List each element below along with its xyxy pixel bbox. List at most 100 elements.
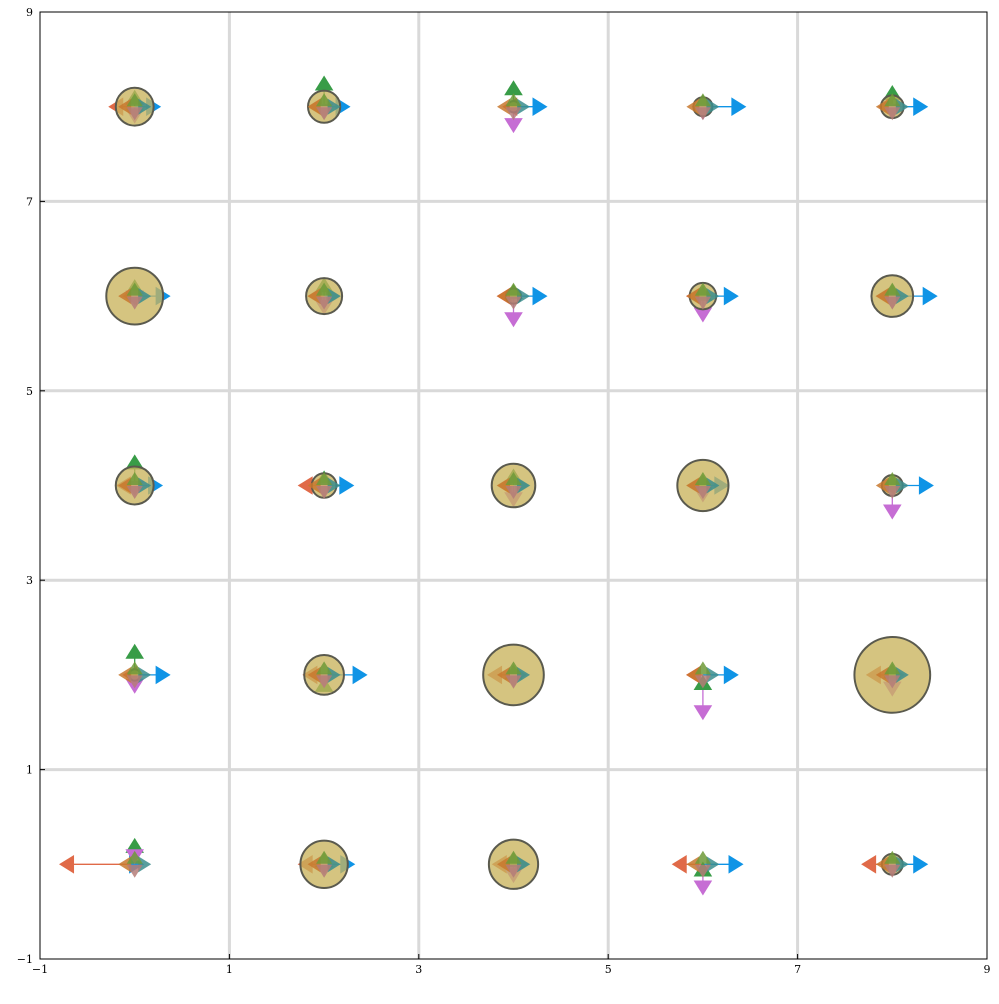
inner-right-marker <box>327 856 341 873</box>
inner-right-marker <box>706 288 720 305</box>
inner-left-marker <box>686 98 700 115</box>
inner-down-marker <box>694 486 711 499</box>
inner-down-marker <box>126 675 143 689</box>
arrow-down-head <box>883 504 902 520</box>
x-tick-label: 3 <box>415 963 422 976</box>
inner-up-marker <box>884 661 901 675</box>
arrow-right-head <box>728 855 744 874</box>
x-tick-label: 5 <box>605 963 612 976</box>
inner-up-marker <box>505 850 522 864</box>
inner-right-marker <box>138 288 152 305</box>
inner-up-marker <box>316 850 333 864</box>
arrow-left-head <box>297 476 313 495</box>
inner-down-marker <box>316 486 333 499</box>
y-tick-label: 9 <box>26 6 33 19</box>
inner-down-marker <box>316 296 333 310</box>
data-point-circle <box>490 462 537 509</box>
arrow-right-head <box>922 286 938 306</box>
inner-right-marker <box>517 477 530 494</box>
inner-down-marker <box>694 107 711 121</box>
arrow-up-head <box>504 80 523 96</box>
y-tick-label: 7 <box>26 195 33 208</box>
data-point-circle <box>870 274 915 318</box>
inner-left-marker <box>497 98 510 115</box>
inner-right-marker <box>895 98 909 115</box>
plot-frame <box>39 11 988 960</box>
inner-down-marker <box>126 296 143 310</box>
inner-down-marker <box>884 296 901 310</box>
inner-up-marker <box>316 93 333 107</box>
inner-down-marker <box>694 675 711 689</box>
inner-down-marker <box>884 675 901 689</box>
inner-left-marker <box>118 98 132 115</box>
arrow-up-head <box>125 837 144 853</box>
inner-up-marker <box>126 282 143 296</box>
inner-right-marker <box>706 666 720 683</box>
arrow-up-head <box>125 454 144 470</box>
inner-up-marker <box>505 472 522 485</box>
inner-left-marker <box>497 666 510 683</box>
data-point-circle <box>853 636 932 714</box>
inner-down-marker <box>505 107 522 121</box>
inner-up-marker <box>694 472 711 485</box>
inner-up-marker <box>884 282 901 296</box>
inner-down-marker <box>694 864 711 878</box>
inner-up-marker <box>694 93 711 107</box>
inner-right-marker <box>706 856 720 873</box>
inner-left-marker <box>118 477 132 494</box>
data-point-circle <box>482 643 545 707</box>
inner-down-marker <box>505 675 522 689</box>
y-tick-label: 3 <box>26 574 33 587</box>
inner-down-marker <box>505 864 522 878</box>
arrow-right-head <box>913 97 929 116</box>
inner-up-marker <box>316 472 333 485</box>
inner-right-marker <box>517 288 530 305</box>
inner-left-marker <box>875 666 889 683</box>
arrow-up-head <box>125 643 144 659</box>
inner-left-marker <box>875 856 889 873</box>
x-tick-label: 7 <box>794 963 801 976</box>
inner-left-marker <box>307 666 321 683</box>
arrow-right-head <box>352 665 368 685</box>
arrow-down-head <box>504 118 523 134</box>
inner-right-marker <box>517 666 530 683</box>
inner-right-marker <box>327 666 341 683</box>
inner-right-marker <box>138 477 152 494</box>
arrow-right-head <box>532 286 548 306</box>
inner-left-marker <box>686 288 700 305</box>
data-point-circle <box>305 277 344 316</box>
inner-up-marker <box>694 850 711 864</box>
arrow-left-head <box>671 855 687 874</box>
inner-left-marker <box>497 288 510 305</box>
inner-right-marker <box>895 856 909 873</box>
data-point-circle <box>299 839 349 889</box>
inner-left-marker <box>497 856 510 873</box>
inner-left-marker <box>686 666 700 683</box>
x-tick-label: −1 <box>32 963 48 976</box>
inner-down-marker <box>505 296 522 310</box>
inner-up-marker <box>126 93 143 107</box>
inner-right-marker <box>138 666 152 683</box>
x-tick-label: 9 <box>984 963 991 976</box>
inner-right-marker <box>895 666 909 683</box>
inner-down-marker <box>126 486 143 499</box>
arrow-right-head <box>723 665 739 685</box>
data-point-circle <box>105 266 165 326</box>
y-tick-label: 1 <box>26 764 33 777</box>
inner-down-marker <box>126 107 143 121</box>
data-point-circle <box>303 654 345 696</box>
inner-right-marker <box>327 477 341 494</box>
inner-up-marker <box>884 472 901 485</box>
data-point-circle <box>676 458 730 513</box>
inner-right-marker <box>517 856 530 873</box>
inner-down-marker <box>884 486 901 499</box>
inner-down-marker <box>884 864 901 878</box>
inner-right-marker <box>138 856 152 873</box>
inner-right-marker <box>327 98 341 115</box>
arrow-down-head <box>693 705 713 721</box>
inner-down-marker <box>884 107 901 121</box>
arrow-right-head <box>918 476 934 495</box>
inner-left-marker <box>875 288 889 305</box>
inner-down-marker <box>694 296 711 310</box>
arrow-right-head <box>731 97 747 116</box>
